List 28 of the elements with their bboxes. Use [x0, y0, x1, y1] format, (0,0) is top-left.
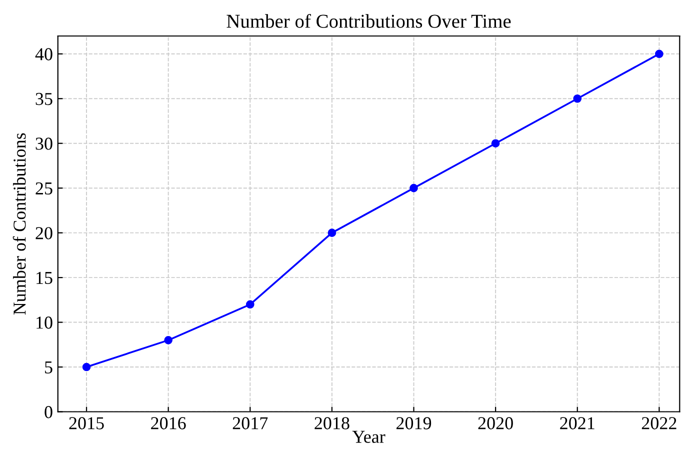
- x-tick-label: 2017: [232, 417, 268, 430]
- x-tick-label: 2020: [478, 417, 513, 430]
- x-tick-label: 2016: [151, 417, 186, 430]
- point: [410, 184, 418, 192]
- y-tick-label: 40: [35, 48, 52, 60]
- point: [328, 228, 336, 237]
- point: [573, 94, 582, 103]
- x-tick-label: 2015: [69, 417, 104, 430]
- y-tick-label: 35: [36, 92, 52, 106]
- x-tick-label: 2019: [396, 417, 432, 430]
- y-tick-label: 20: [36, 227, 52, 240]
- y-tick-label: 25: [36, 182, 52, 195]
- point: [82, 362, 91, 372]
- x-tick-label: 2018: [314, 417, 350, 430]
- y-tick-label: 30: [36, 138, 52, 150]
- x-axis-title: Year: [352, 430, 386, 443]
- y-axis-title: Number of Contributions: [12, 133, 26, 315]
- x-tick-label: 2021: [560, 417, 594, 430]
- y-tick-label: 10: [36, 316, 52, 329]
- point: [164, 336, 172, 344]
- point: [655, 50, 664, 58]
- point: [246, 300, 254, 309]
- point: [491, 139, 500, 148]
- y-tick-label: 5: [45, 361, 52, 374]
- x-tick-label: 2022: [642, 417, 676, 430]
- chart-title: Number of Contributions Over Time: [226, 14, 511, 28]
- y-tick-label: 15: [36, 272, 52, 284]
- y-tick-label: 0: [44, 406, 52, 418]
